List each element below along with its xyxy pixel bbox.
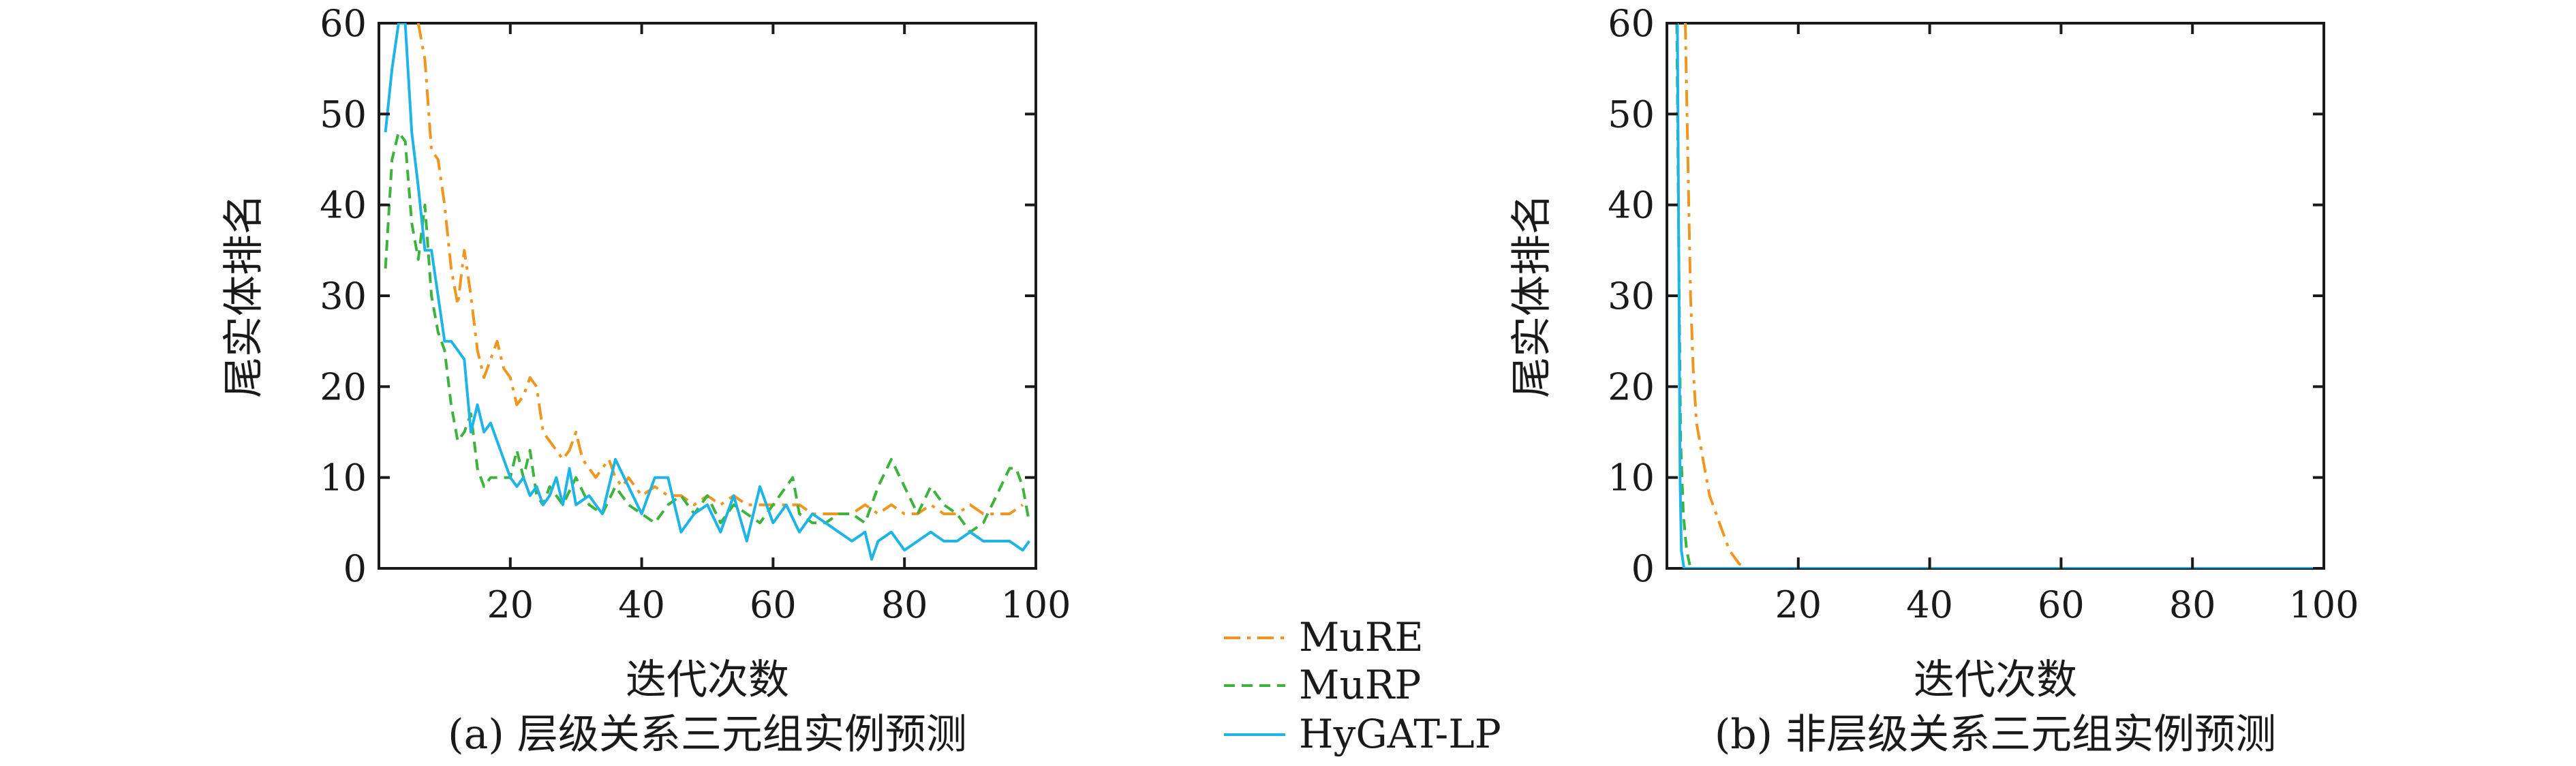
series-line-hygat-lp	[384, 23, 1031, 561]
chart-a-caption: (a) 层级关系三元组实例预测	[448, 711, 967, 759]
y-tick-label: 0	[1631, 547, 1655, 590]
legend-item-hygat-lp: HyGAT-LP	[1224, 711, 1501, 757]
legend-item-murp: MuRP	[1224, 662, 1421, 708]
legend-label-murp: MuRP	[1299, 662, 1421, 708]
x-tick-label: 100	[1000, 583, 1071, 626]
y-tick-label: 40	[1608, 184, 1655, 227]
series-line-murp	[1675, 23, 2324, 568]
x-tick-label: 100	[2288, 583, 2359, 626]
chart-b-ylabel: 尾实体排名	[1508, 194, 1556, 398]
y-tick-label: 30	[320, 275, 367, 318]
y-tick-label: 50	[320, 93, 367, 136]
chart-b: 20 40 60 80 100 0 10 20 30 40 50 60 尾实体排名 迭代次数 (b) …	[1508, 2, 2359, 759]
x-tick-label: 60	[750, 583, 797, 626]
legend-label-hygat-lp: HyGAT-LP	[1299, 711, 1501, 757]
series-line-mure	[1684, 23, 2324, 568]
y-tick-label: 0	[343, 547, 367, 590]
chart-a-ylabel: 尾实体排名	[220, 194, 268, 398]
y-tick-label: 30	[1608, 275, 1655, 318]
x-tick-label: 40	[1906, 583, 1953, 626]
y-tick-label: 60	[1608, 2, 1655, 45]
chart-a-ticks: 20 40 60 80 100 0 10 20 30 40 50 60	[320, 2, 1071, 626]
x-tick-label: 80	[881, 583, 928, 626]
series-line-murp	[384, 131, 1031, 534]
chart-a-frame	[378, 22, 1037, 570]
y-tick-label: 50	[1608, 93, 1655, 136]
chart-b-xlabel: 迭代次数	[1914, 656, 2077, 704]
chart-b-frame	[1666, 22, 2325, 570]
y-tick-label: 10	[320, 457, 367, 500]
y-tick-label: 40	[320, 184, 367, 227]
legend: MuRE MuRP HyGAT-LP	[1224, 614, 1501, 757]
series-line-mure	[416, 23, 1024, 515]
y-tick-label: 20	[1608, 365, 1655, 408]
chart-a-series	[384, 23, 1031, 561]
y-tick-label: 60	[320, 2, 367, 45]
chart-a-xlabel: 迭代次数	[626, 656, 789, 704]
chart-a: 20 40 60 80 100 0 10 20 30 40 50 60 尾实体排名 迭代次数 (a) …	[220, 2, 1071, 759]
x-tick-label: 40	[618, 583, 665, 626]
chart-b-ticks: 20 40 60 80 100 0 10 20 30 40 50 60	[1608, 2, 2359, 626]
x-tick-label: 60	[2038, 583, 2085, 626]
legend-label-mure: MuRE	[1299, 614, 1424, 660]
x-tick-label: 80	[2169, 583, 2216, 626]
chart-b-caption: (b) 非层级关系三元组实例预测	[1715, 711, 2276, 759]
y-tick-label: 20	[320, 365, 367, 408]
series-line-hygat-lp	[1676, 23, 2324, 568]
chart-b-series	[1675, 23, 2324, 568]
x-tick-label: 20	[487, 583, 534, 626]
x-tick-label: 20	[1775, 583, 1822, 626]
y-tick-label: 10	[1608, 457, 1655, 500]
legend-item-mure: MuRE	[1224, 614, 1424, 660]
